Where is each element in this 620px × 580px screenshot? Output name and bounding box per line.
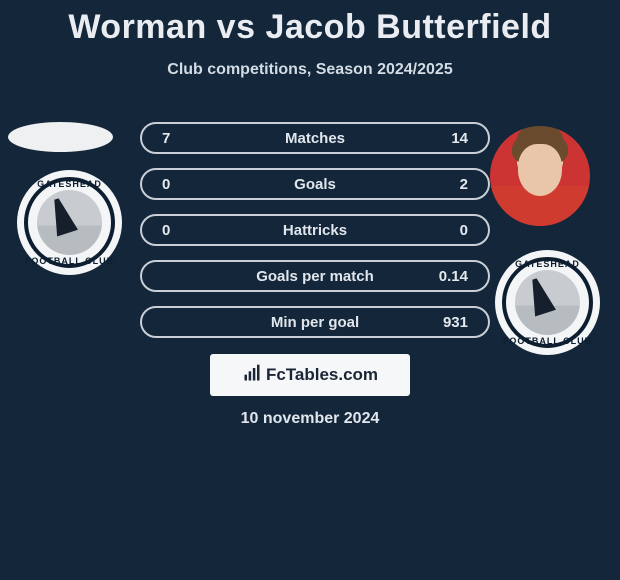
stat-left-value: 7 bbox=[162, 130, 170, 147]
vs-label: vs bbox=[217, 8, 256, 46]
chart-icon bbox=[242, 363, 262, 388]
stat-right-value: 0.14 bbox=[439, 268, 468, 285]
player1-club-badge: GATESHEAD FOOTBALL CLUB bbox=[17, 170, 122, 275]
player1-name: Worman bbox=[68, 8, 206, 46]
club-badge-bottom-text: FOOTBALL CLUB bbox=[495, 336, 600, 346]
stat-right-value: 14 bbox=[451, 130, 468, 147]
stat-label: Matches bbox=[140, 130, 490, 147]
stat-left-value: 0 bbox=[162, 176, 170, 193]
stat-left-value: 0 bbox=[162, 222, 170, 239]
player2-club-badge: GATESHEAD FOOTBALL CLUB bbox=[495, 250, 600, 355]
stats-bars: 7 Matches 14 0 Goals 2 0 Hattricks 0 Goa… bbox=[140, 122, 490, 352]
stat-right-value: 0 bbox=[460, 222, 468, 239]
stat-label: Hattricks bbox=[140, 222, 490, 239]
stat-row: 0 Hattricks 0 bbox=[140, 214, 490, 246]
club-badge-top-text: GATESHEAD bbox=[17, 179, 122, 189]
stat-right-value: 931 bbox=[443, 314, 468, 331]
player1-avatar bbox=[8, 122, 113, 152]
stat-label: Goals bbox=[140, 176, 490, 193]
subtitle: Club competitions, Season 2024/2025 bbox=[0, 61, 620, 79]
brand-box[interactable]: FcTables.com bbox=[210, 354, 410, 396]
club-badge-bottom-text: FOOTBALL CLUB bbox=[17, 256, 122, 266]
stat-row: 0 Goals 2 bbox=[140, 168, 490, 200]
player2-avatar bbox=[490, 126, 590, 226]
stat-row: Goals per match 0.14 bbox=[140, 260, 490, 292]
brand-text: FcTables.com bbox=[266, 365, 378, 385]
club-badge-top-text: GATESHEAD bbox=[495, 259, 600, 269]
stat-label: Goals per match bbox=[140, 268, 490, 285]
stat-row: 7 Matches 14 bbox=[140, 122, 490, 154]
stat-label: Min per goal bbox=[140, 314, 490, 331]
player2-name: Jacob Butterfield bbox=[265, 8, 551, 46]
date-text: 10 november 2024 bbox=[0, 410, 620, 428]
comparison-title: Worman vs Jacob Butterfield bbox=[0, 0, 620, 47]
stat-row: Min per goal 931 bbox=[140, 306, 490, 338]
stat-right-value: 2 bbox=[460, 176, 468, 193]
